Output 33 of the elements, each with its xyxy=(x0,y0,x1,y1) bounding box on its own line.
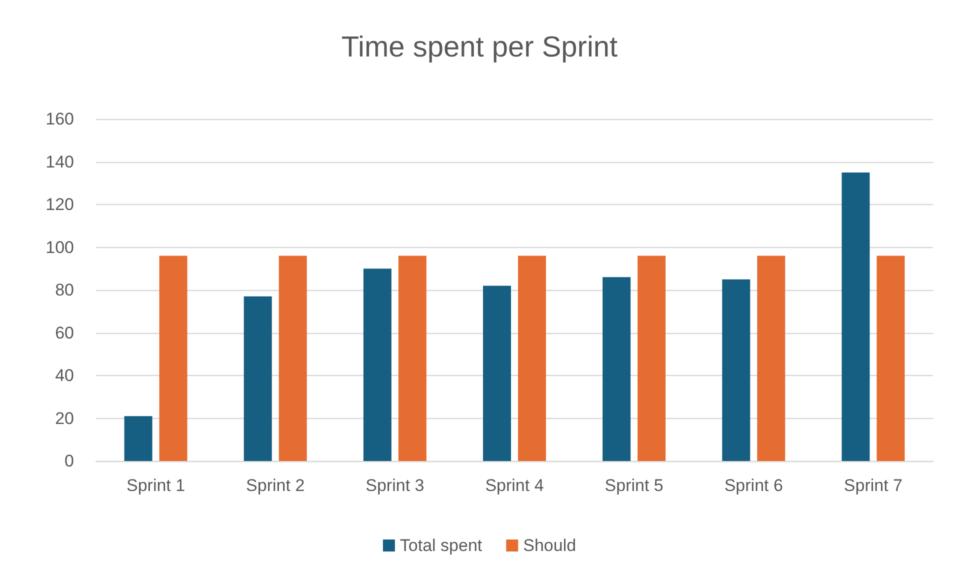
x-tick-label: Sprint 4 xyxy=(485,476,544,495)
legend-label: Total spent xyxy=(400,536,482,555)
bar xyxy=(757,256,786,461)
legend-label: Should xyxy=(523,536,576,555)
x-tick-label: Sprint 6 xyxy=(724,476,783,495)
bar xyxy=(124,416,152,461)
bar xyxy=(518,256,546,461)
x-tick-label: Sprint 1 xyxy=(126,476,186,495)
bar xyxy=(722,279,750,461)
bar xyxy=(398,256,426,461)
y-tick-label: 140 xyxy=(46,152,74,172)
chart-title: Time spent per Sprint xyxy=(341,32,618,64)
bar xyxy=(876,256,905,461)
x-tick-label: Sprint 5 xyxy=(604,476,664,495)
y-tick-label: 40 xyxy=(55,366,74,385)
y-tick-label: 20 xyxy=(55,408,74,428)
bar xyxy=(483,286,511,461)
x-tick-label: Sprint 7 xyxy=(844,476,903,495)
y-tick-label: 80 xyxy=(55,280,74,300)
bar xyxy=(278,256,307,461)
bar xyxy=(159,256,188,461)
x-tick-label: Sprint 2 xyxy=(246,476,305,495)
bar xyxy=(842,172,870,461)
bar xyxy=(638,256,666,461)
bar xyxy=(244,296,272,461)
x-tick-label: Sprint 3 xyxy=(366,476,424,495)
y-tick-label: 100 xyxy=(46,238,74,257)
y-tick-label: 160 xyxy=(46,110,74,128)
y-tick-label: 0 xyxy=(64,452,74,470)
bar xyxy=(602,277,631,461)
y-tick-label: 120 xyxy=(46,195,74,214)
y-tick-label: 60 xyxy=(55,323,74,342)
bar xyxy=(363,268,392,461)
